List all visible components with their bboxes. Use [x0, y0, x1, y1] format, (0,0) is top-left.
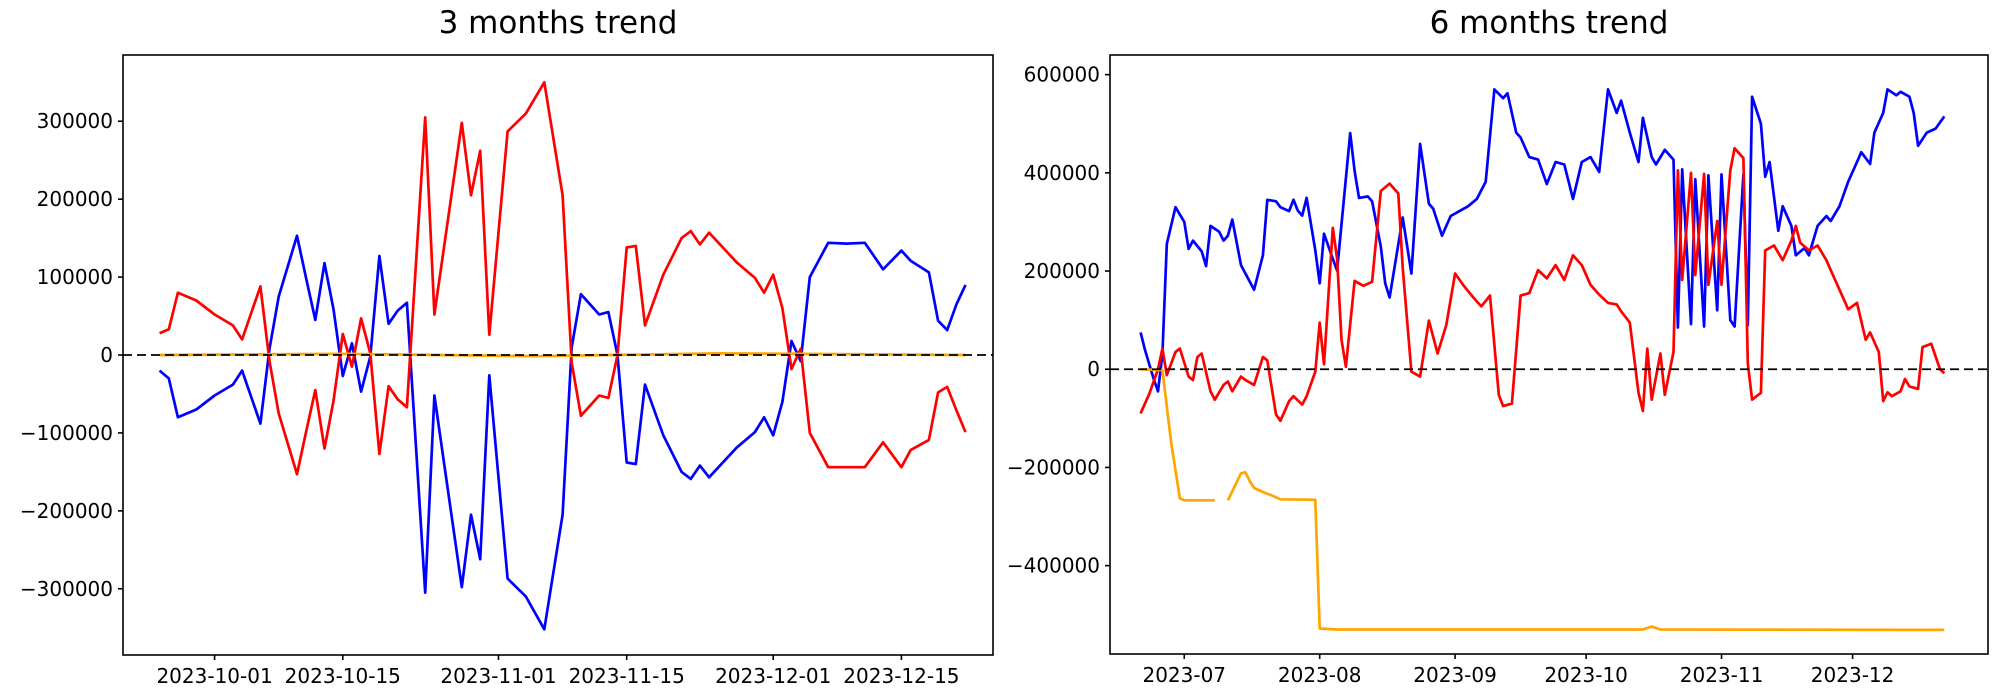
- plot-border: [122, 54, 994, 656]
- x-tick-label: 2023-12: [1811, 663, 1895, 687]
- plot-border: [1109, 54, 1989, 655]
- blue-series-line: [158, 234, 967, 631]
- x-tick-label: 2023-10-01: [156, 664, 272, 688]
- y-tick-label: 200000: [37, 187, 113, 211]
- chart-0: −300000 −200000 −100000 0 100000 200000 300000…: [20, 54, 994, 688]
- x-tick-label: 2023-09: [1413, 663, 1497, 687]
- red-series-line: [159, 80, 967, 476]
- blue-series-line: [1139, 88, 1946, 393]
- y-tick-label: −200000: [20, 499, 113, 523]
- y-tick-label: 0: [1087, 357, 1100, 381]
- x-tick-label: 2023-08: [1278, 663, 1362, 687]
- y-tick-label: −200000: [1007, 455, 1100, 479]
- y-tick-label: 100000: [37, 265, 113, 289]
- y-tick-label: −300000: [20, 577, 113, 601]
- y-tick-label: −100000: [20, 421, 113, 445]
- x-tick-label: 2023-11-01: [440, 664, 556, 688]
- series-group: [1139, 88, 1946, 632]
- chart-title-3-months: 3 months trend: [438, 5, 678, 41]
- red-series-line: [1139, 146, 1946, 423]
- y-tick-label: 400000: [1024, 161, 1100, 185]
- x-tick-label: 2023-11: [1680, 663, 1764, 687]
- y-tick-label: 0: [100, 343, 113, 367]
- y-tick-label: 600000: [1024, 63, 1100, 87]
- x-tick-label: 2023-11-15: [569, 664, 685, 688]
- x-tick-label: 2023-12-01: [715, 664, 831, 688]
- x-tick-label: 2023-10: [1544, 663, 1628, 687]
- y-tick-label: 200000: [1024, 259, 1100, 283]
- chart-title-6-months: 6 months trend: [1429, 5, 1669, 41]
- x-tick-label: 2023-07: [1142, 663, 1226, 687]
- chart-1: −400000 −200000 0 200000 400000 600000 2023-07…: [1007, 54, 1989, 687]
- x-tick-label: 2023-12-15: [843, 664, 959, 688]
- y-tick-label: −400000: [1007, 554, 1100, 578]
- y-tick-label: 300000: [37, 109, 113, 133]
- x-tick-label: 2023-10-15: [285, 664, 401, 688]
- orange-series-line: [1226, 470, 1945, 632]
